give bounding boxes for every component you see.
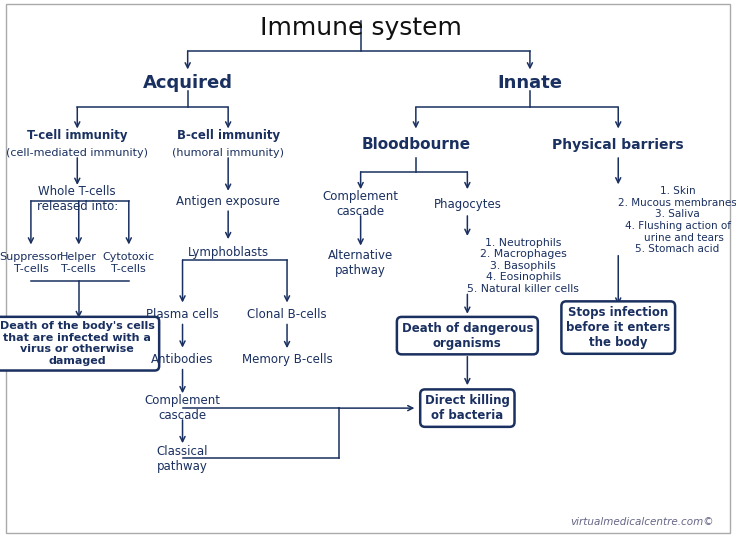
Text: virtualmedicalcentre.com©: virtualmedicalcentre.com©: [570, 517, 714, 527]
Text: (cell-mediated immunity): (cell-mediated immunity): [7, 148, 148, 158]
Text: Antibodies: Antibodies: [152, 353, 213, 366]
Text: Direct killing
of bacteria: Direct killing of bacteria: [425, 394, 510, 422]
Text: B-cell immunity: B-cell immunity: [177, 129, 280, 142]
Text: Phagocytes: Phagocytes: [434, 198, 501, 211]
Text: Acquired: Acquired: [143, 74, 233, 92]
Text: 1. Neutrophils
2. Macrophages
3. Basophils
4. Eosinophils
5. Natural killer cell: 1. Neutrophils 2. Macrophages 3. Basophi…: [467, 237, 579, 294]
Text: Immune system: Immune system: [260, 16, 461, 40]
Text: (humoral immunity): (humoral immunity): [172, 148, 284, 158]
Text: Whole T-cells
released into:: Whole T-cells released into:: [37, 185, 118, 213]
Text: Death of the body's cells
that are infected with a
virus or otherwise
damaged: Death of the body's cells that are infec…: [0, 321, 155, 366]
Text: Death of dangerous
organisms: Death of dangerous organisms: [402, 322, 533, 350]
Text: Complement
cascade: Complement cascade: [322, 190, 399, 218]
Text: Antigen exposure: Antigen exposure: [176, 195, 280, 208]
Text: Lymphoblasts: Lymphoblasts: [188, 246, 269, 259]
Text: 1. Skin
2. Mucous membranes
3. Saliva
4. Flushing action of
    urine and tears
: 1. Skin 2. Mucous membranes 3. Saliva 4.…: [618, 186, 736, 254]
Text: Memory B-cells: Memory B-cells: [241, 353, 333, 366]
Text: Stops infection
before it enters
the body: Stops infection before it enters the bod…: [566, 306, 670, 349]
Text: Classical
pathway: Classical pathway: [157, 445, 208, 473]
Text: Plasma cells: Plasma cells: [146, 308, 219, 321]
Text: Alternative
pathway: Alternative pathway: [328, 249, 393, 277]
Text: Innate: Innate: [498, 74, 562, 92]
Text: Suppressor
T-cells: Suppressor T-cells: [0, 252, 62, 274]
Text: Bloodbourne: Bloodbourne: [361, 137, 470, 153]
Text: Cytotoxic
T-cells: Cytotoxic T-cells: [103, 252, 155, 274]
Text: Complement
cascade: Complement cascade: [144, 394, 221, 422]
Text: Helper
T-cells: Helper T-cells: [60, 252, 97, 274]
Text: T-cell immunity: T-cell immunity: [27, 129, 127, 142]
Text: Physical barriers: Physical barriers: [553, 138, 684, 152]
Text: Clonal B-cells: Clonal B-cells: [247, 308, 327, 321]
